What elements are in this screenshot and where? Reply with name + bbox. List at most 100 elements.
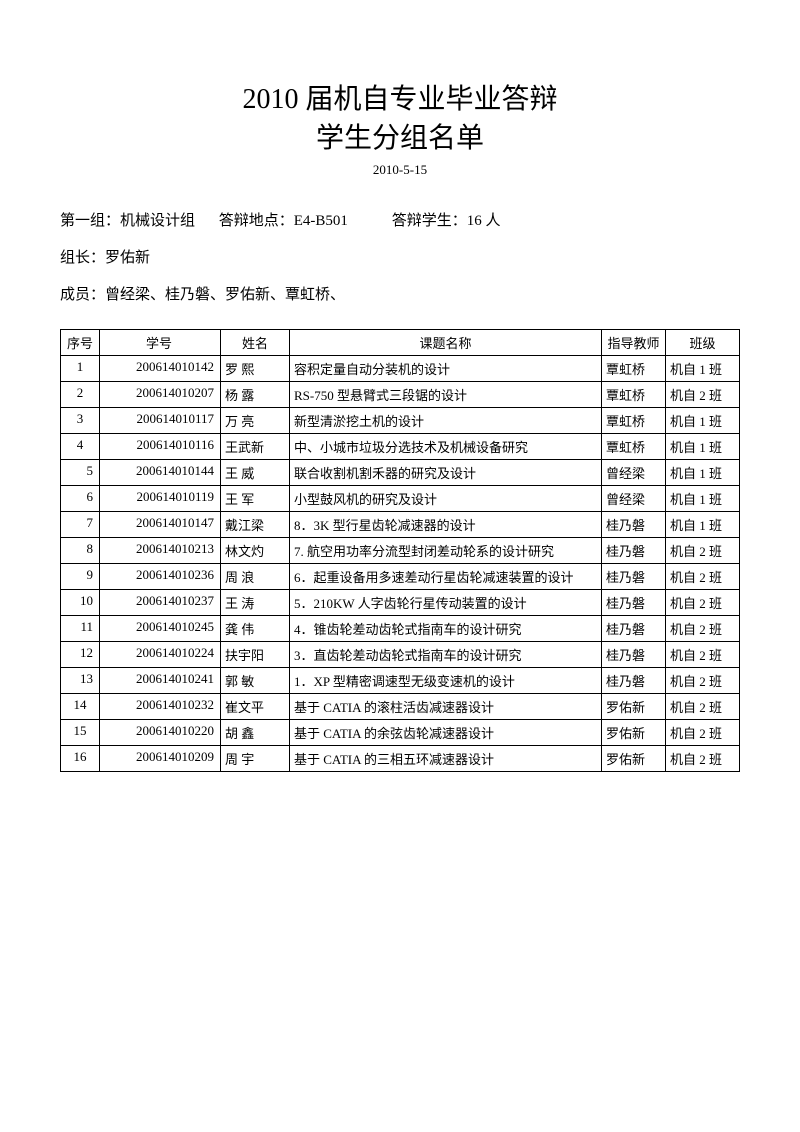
cell-class: 机自 1 班 bbox=[666, 512, 740, 538]
cell-id: 200614010213 bbox=[100, 538, 221, 564]
cell-topic: 8．3K 型行星齿轮减速器的设计 bbox=[290, 512, 602, 538]
cell-topic: 联合收割机割禾器的研究及设计 bbox=[290, 460, 602, 486]
cell-class: 机自 1 班 bbox=[666, 434, 740, 460]
cell-topic: 中、小城市垃圾分选技术及机械设备研究 bbox=[290, 434, 602, 460]
cell-id: 200614010237 bbox=[100, 590, 221, 616]
cell-id: 200614010207 bbox=[100, 382, 221, 408]
table-row: 16200614010209周 宇基于 CATIA 的三相五环减速器设计罗佑新机… bbox=[61, 746, 740, 772]
title-main: 2010 届机自专业毕业答辩 bbox=[60, 80, 740, 119]
cell-seq: 16 bbox=[61, 746, 100, 772]
cell-advisor: 桂乃磐 bbox=[602, 616, 666, 642]
table-row: 15200614010220胡 鑫基于 CATIA 的余弦齿轮减速器设计罗佑新机… bbox=[61, 720, 740, 746]
cell-topic: 5．210KW 人字齿轮行星传动装置的设计 bbox=[290, 590, 602, 616]
cell-class: 机自 2 班 bbox=[666, 590, 740, 616]
cell-seq: 10 bbox=[61, 590, 100, 616]
cell-name: 万 亮 bbox=[221, 408, 290, 434]
cell-seq: 11 bbox=[61, 616, 100, 642]
table-body: 1200614010142罗 熙容积定量自动分装机的设计覃虹桥机自 1 班220… bbox=[61, 356, 740, 772]
cell-advisor: 曾经梁 bbox=[602, 460, 666, 486]
table-row: 1200614010142罗 熙容积定量自动分装机的设计覃虹桥机自 1 班 bbox=[61, 356, 740, 382]
cell-seq: 8 bbox=[61, 538, 100, 564]
cell-class: 机自 1 班 bbox=[666, 408, 740, 434]
cell-advisor: 覃虹桥 bbox=[602, 434, 666, 460]
cell-seq: 2 bbox=[61, 382, 100, 408]
table-row: 3200614010117万 亮新型清淤挖土机的设计覃虹桥机自 1 班 bbox=[61, 408, 740, 434]
table-row: 9200614010236周 浪6．起重设备用多速差动行星齿轮减速装置的设计桂乃… bbox=[61, 564, 740, 590]
cell-name: 王武新 bbox=[221, 434, 290, 460]
cell-seq: 9 bbox=[61, 564, 100, 590]
cell-advisor: 覃虹桥 bbox=[602, 356, 666, 382]
cell-seq: 1 bbox=[61, 356, 100, 382]
cell-seq: 5 bbox=[61, 460, 100, 486]
cell-name: 崔文平 bbox=[221, 694, 290, 720]
cell-topic: 基于 CATIA 的余弦齿轮减速器设计 bbox=[290, 720, 602, 746]
date: 2010-5-15 bbox=[60, 162, 740, 178]
cell-id: 200614010116 bbox=[100, 434, 221, 460]
title-sub: 学生分组名单 bbox=[60, 119, 740, 158]
cell-id: 200614010220 bbox=[100, 720, 221, 746]
cell-class: 机自 2 班 bbox=[666, 642, 740, 668]
group-label: 第一组：机械设计组 bbox=[60, 213, 195, 229]
cell-advisor: 覃虹桥 bbox=[602, 382, 666, 408]
cell-topic: 4．锥齿轮差动齿轮式指南车的设计研究 bbox=[290, 616, 602, 642]
cell-advisor: 曾经梁 bbox=[602, 486, 666, 512]
cell-topic: 6．起重设备用多速差动行星齿轮减速装置的设计 bbox=[290, 564, 602, 590]
cell-class: 机自 1 班 bbox=[666, 460, 740, 486]
table-row: 2200614010207杨 露RS-750 型悬臂式三段锯的设计覃虹桥机自 2… bbox=[61, 382, 740, 408]
col-class: 班级 bbox=[666, 330, 740, 356]
cell-id: 200614010119 bbox=[100, 486, 221, 512]
cell-advisor: 桂乃磐 bbox=[602, 512, 666, 538]
table-row: 7200614010147戴江梁8．3K 型行星齿轮减速器的设计桂乃磐机自 1 … bbox=[61, 512, 740, 538]
col-seq: 序号 bbox=[61, 330, 100, 356]
cell-topic: 新型清淤挖土机的设计 bbox=[290, 408, 602, 434]
cell-advisor: 桂乃磐 bbox=[602, 642, 666, 668]
cell-seq: 12 bbox=[61, 642, 100, 668]
cell-seq: 13 bbox=[61, 668, 100, 694]
table-row: 4200614010116王武新中、小城市垃圾分选技术及机械设备研究覃虹桥机自 … bbox=[61, 434, 740, 460]
cell-advisor: 桂乃磐 bbox=[602, 564, 666, 590]
cell-advisor: 覃虹桥 bbox=[602, 408, 666, 434]
student-table: 序号 学号 姓名 课题名称 指导教师 班级 1200614010142罗 熙容积… bbox=[60, 329, 740, 772]
cell-name: 林文灼 bbox=[221, 538, 290, 564]
table-row: 11200614010245龚 伟4．锥齿轮差动齿轮式指南车的设计研究桂乃磐机自… bbox=[61, 616, 740, 642]
cell-seq: 15 bbox=[61, 720, 100, 746]
student-count-label: 答辩学生：16 人 bbox=[392, 213, 501, 229]
cell-name: 胡 鑫 bbox=[221, 720, 290, 746]
cell-class: 机自 1 班 bbox=[666, 486, 740, 512]
cell-id: 200614010224 bbox=[100, 642, 221, 668]
cell-seq: 4 bbox=[61, 434, 100, 460]
col-topic: 课题名称 bbox=[290, 330, 602, 356]
cell-id: 200614010144 bbox=[100, 460, 221, 486]
cell-topic: 基于 CATIA 的滚柱活齿减速器设计 bbox=[290, 694, 602, 720]
cell-topic: 基于 CATIA 的三相五环减速器设计 bbox=[290, 746, 602, 772]
cell-topic: 1．XP 型精密调速型无级变速机的设计 bbox=[290, 668, 602, 694]
table-row: 14200614010232崔文平基于 CATIA 的滚柱活齿减速器设计罗佑新机… bbox=[61, 694, 740, 720]
cell-name: 龚 伟 bbox=[221, 616, 290, 642]
cell-id: 200614010147 bbox=[100, 512, 221, 538]
cell-seq: 7 bbox=[61, 512, 100, 538]
cell-class: 机自 2 班 bbox=[666, 668, 740, 694]
cell-advisor: 罗佑新 bbox=[602, 720, 666, 746]
cell-advisor: 罗佑新 bbox=[602, 746, 666, 772]
cell-class: 机自 2 班 bbox=[666, 564, 740, 590]
cell-name: 王 威 bbox=[221, 460, 290, 486]
cell-name: 戴江梁 bbox=[221, 512, 290, 538]
location-label: 答辩地点：E4-B501 bbox=[219, 213, 348, 229]
cell-class: 机自 2 班 bbox=[666, 694, 740, 720]
cell-name: 郭 敏 bbox=[221, 668, 290, 694]
cell-advisor: 桂乃磐 bbox=[602, 590, 666, 616]
cell-class: 机自 2 班 bbox=[666, 616, 740, 642]
table-row: 10200614010237王 涛5．210KW 人字齿轮行星传动装置的设计桂乃… bbox=[61, 590, 740, 616]
cell-name: 王 涛 bbox=[221, 590, 290, 616]
cell-topic: 容积定量自动分装机的设计 bbox=[290, 356, 602, 382]
meta-block: 第一组：机械设计组 答辩地点：E4-B501 答辩学生：16 人 组长：罗佑新 … bbox=[60, 208, 740, 309]
cell-advisor: 桂乃磐 bbox=[602, 538, 666, 564]
cell-topic: 小型鼓风机的研究及设计 bbox=[290, 486, 602, 512]
cell-id: 200614010117 bbox=[100, 408, 221, 434]
cell-id: 200614010245 bbox=[100, 616, 221, 642]
cell-id: 200614010209 bbox=[100, 746, 221, 772]
cell-advisor: 桂乃磐 bbox=[602, 668, 666, 694]
col-name: 姓名 bbox=[221, 330, 290, 356]
cell-seq: 14 bbox=[61, 694, 100, 720]
members-line: 成员：曾经梁、桂乃磐、罗佑新、覃虹桥、 bbox=[60, 282, 740, 309]
